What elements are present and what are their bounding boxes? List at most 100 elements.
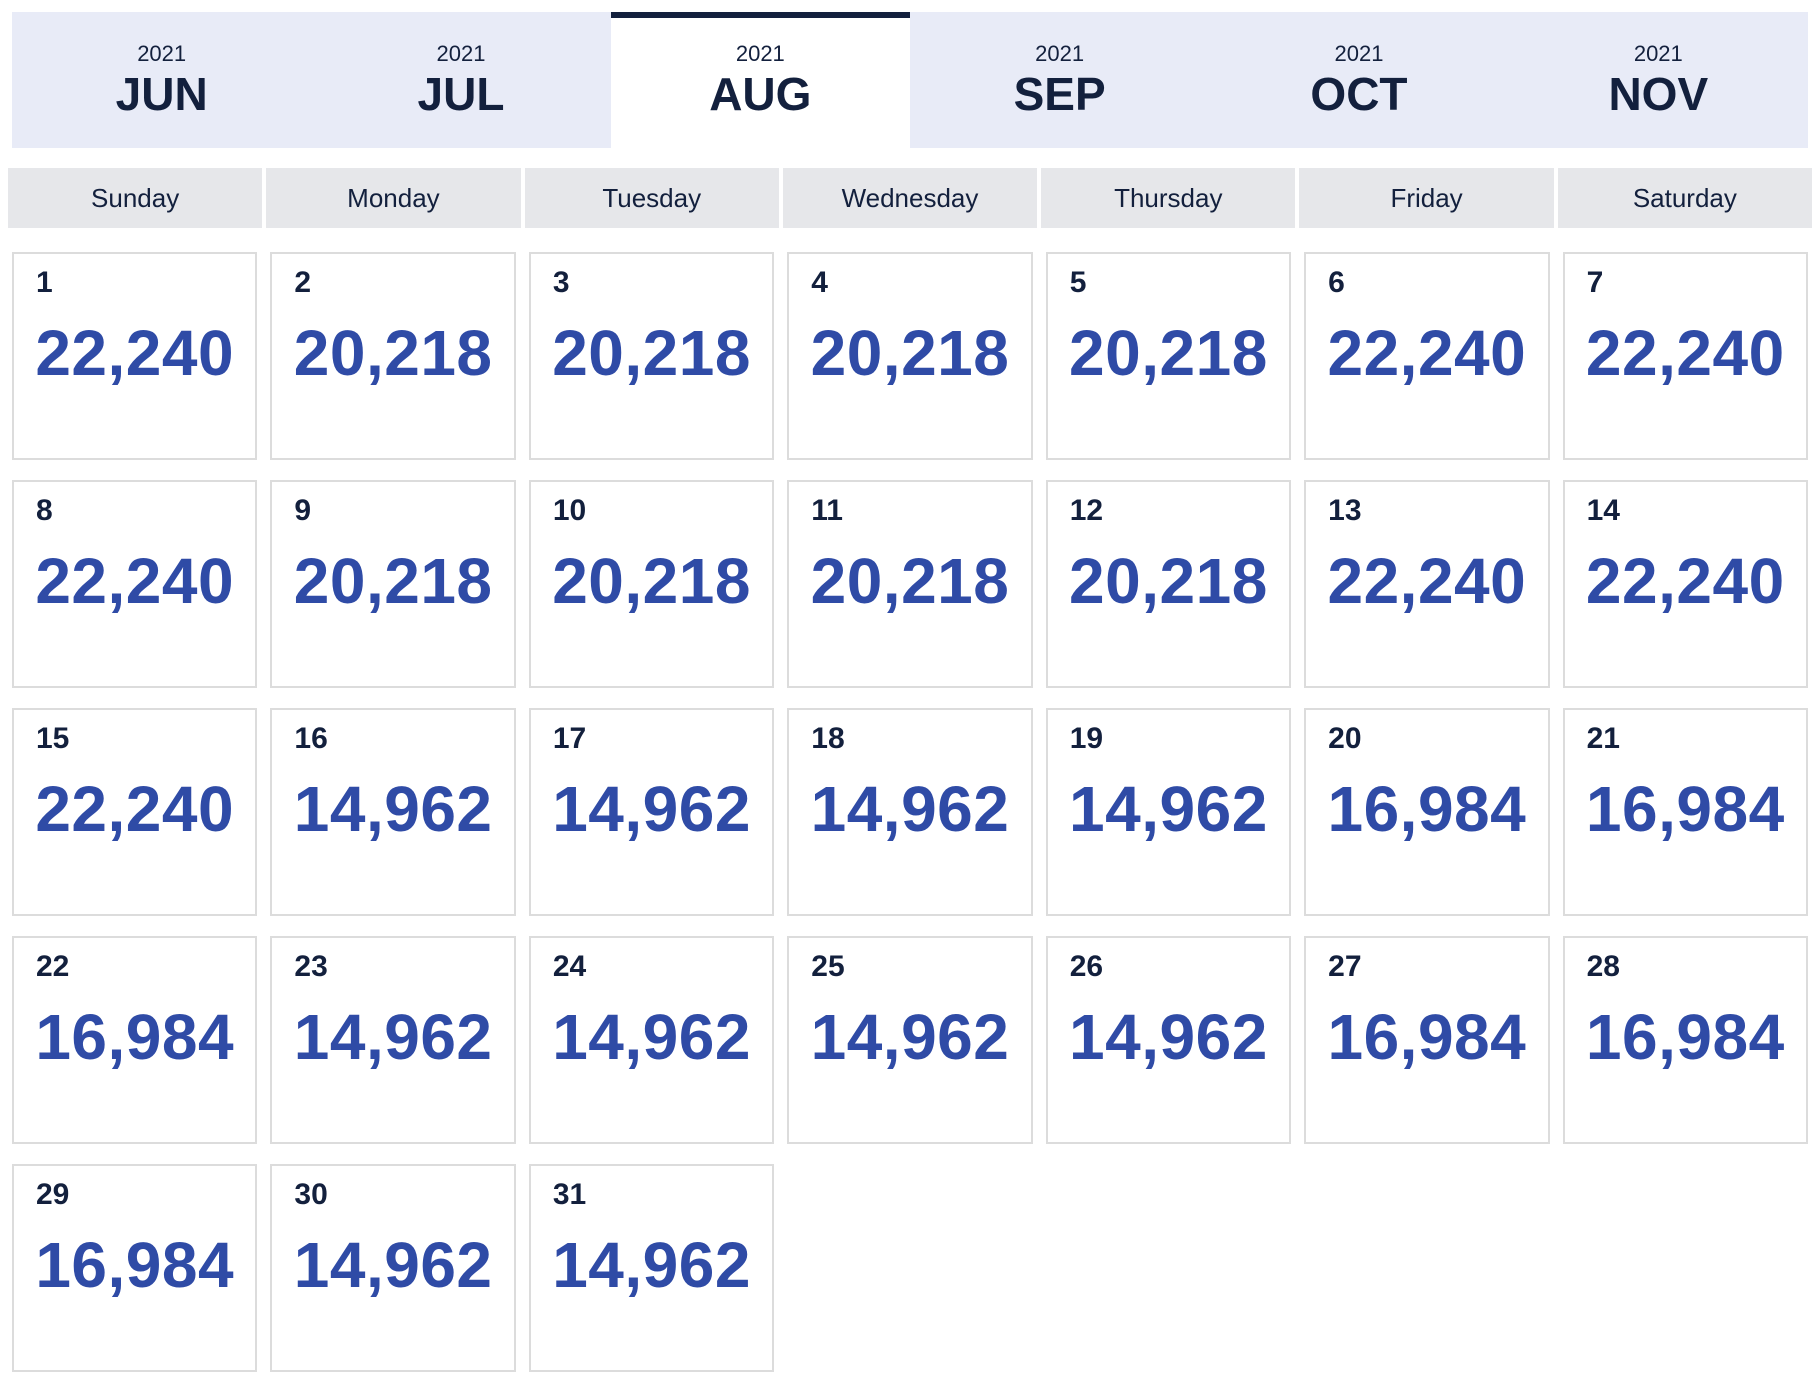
- day-number: 22: [36, 950, 70, 983]
- day-cell[interactable]: 19 14,962: [1045, 708, 1292, 916]
- day-price: 20,218: [293, 317, 493, 389]
- day-cell[interactable]: 4 20,218: [787, 252, 1033, 460]
- day-price: 14,962: [552, 1001, 751, 1073]
- day-number: 12: [1069, 494, 1104, 527]
- weekday-sunday: Sunday: [8, 168, 263, 228]
- day-cell[interactable]: 26 14,962: [1045, 936, 1292, 1144]
- tab-month-label: AUG: [709, 68, 812, 120]
- day-cell[interactable]: 31 14,962: [528, 1164, 775, 1372]
- day-number: 3: [552, 266, 570, 299]
- day-price: 22,240: [35, 317, 235, 389]
- day-cell[interactable]: 12 20,218: [1045, 480, 1292, 688]
- day-number: 14: [1586, 494, 1620, 527]
- day-number: 20: [1328, 722, 1362, 755]
- tab-jul[interactable]: 2021 JUL: [311, 12, 610, 148]
- day-price: 22,240: [35, 773, 235, 845]
- day-price: 14,962: [293, 1229, 493, 1301]
- day-number: 17: [552, 722, 587, 755]
- day-price: 14,962: [810, 773, 1010, 845]
- weekday-tuesday: Tuesday: [524, 168, 779, 228]
- day-cell[interactable]: 3 20,218: [528, 252, 775, 460]
- day-price: 16,984: [1327, 1001, 1527, 1073]
- day-number: 2: [294, 266, 312, 299]
- weekday-monday: Monday: [266, 168, 521, 228]
- tab-year: 2021: [137, 41, 187, 66]
- tab-month-label: OCT: [1310, 68, 1408, 120]
- day-cell[interactable]: 17 14,962: [528, 708, 775, 916]
- tab-nov[interactable]: 2021 NOV: [1509, 12, 1808, 148]
- calendar-grid: 1 22,240 2 20,218 3 20,218 4 20,218 5 20,218 6 22,2…: [12, 252, 1808, 1372]
- day-cell[interactable]: 21 16,984: [1562, 708, 1808, 916]
- tab-aug[interactable]: 2021 AUG: [610, 12, 911, 148]
- tab-year: 2021: [735, 41, 785, 66]
- day-cell[interactable]: 23 14,962: [270, 936, 516, 1144]
- day-price: 14,962: [810, 1001, 1010, 1073]
- tab-sep[interactable]: 2021 SEP: [910, 12, 1209, 148]
- day-price: 20,218: [810, 545, 1010, 617]
- day-cell[interactable]: 9 20,218: [270, 480, 516, 688]
- tab-jun[interactable]: 2021 JUN: [12, 12, 311, 148]
- day-cell[interactable]: 5 20,218: [1045, 252, 1292, 460]
- day-number: 8: [36, 494, 53, 527]
- day-number: 11: [811, 494, 843, 527]
- day-cell[interactable]: 20 16,984: [1304, 708, 1550, 916]
- day-number: 6: [1328, 266, 1345, 299]
- day-price: 20,218: [552, 317, 751, 389]
- tab-oct[interactable]: 2021 OCT: [1209, 12, 1508, 148]
- day-price: 20,218: [1069, 317, 1268, 389]
- day-number: 1: [36, 266, 53, 299]
- day-price: 20,218: [552, 545, 751, 617]
- day-price: 16,984: [1585, 773, 1785, 845]
- day-number: 10: [552, 494, 587, 527]
- day-number: 5: [1069, 266, 1087, 299]
- day-cell[interactable]: 27 16,984: [1304, 936, 1550, 1144]
- day-number: 23: [294, 950, 328, 983]
- day-cell[interactable]: 16 14,962: [270, 708, 516, 916]
- day-cell[interactable]: 25 14,962: [787, 936, 1033, 1144]
- day-cell[interactable]: 29 16,984: [12, 1164, 258, 1372]
- weekday-header: Sunday Monday Tuesday Wednesday Thursday…: [8, 168, 1812, 228]
- day-number: 30: [294, 1178, 328, 1211]
- tab-year: 2021: [1633, 41, 1683, 66]
- day-number: 26: [1069, 950, 1104, 983]
- day-number: 19: [1069, 722, 1104, 755]
- day-price: 16,984: [1585, 1001, 1785, 1073]
- day-cell[interactable]: 28 16,984: [1562, 936, 1808, 1144]
- tab-year: 2021: [436, 41, 486, 66]
- day-cell[interactable]: 8 22,240: [12, 480, 258, 688]
- day-number: 4: [811, 266, 828, 299]
- day-cell[interactable]: 13 22,240: [1304, 480, 1550, 688]
- day-number: 27: [1328, 950, 1362, 983]
- day-cell[interactable]: 18 14,962: [787, 708, 1033, 916]
- weekday-thursday: Thursday: [1041, 168, 1296, 228]
- day-price: 14,962: [552, 773, 751, 845]
- day-cell[interactable]: 14 22,240: [1562, 480, 1808, 688]
- day-number: 13: [1328, 494, 1362, 527]
- day-cell[interactable]: 24 14,962: [528, 936, 775, 1144]
- tab-year: 2021: [1334, 41, 1384, 66]
- day-cell[interactable]: 7 22,240: [1562, 252, 1808, 460]
- tab-month-label: SEP: [1013, 68, 1106, 120]
- day-price: 20,218: [1069, 545, 1268, 617]
- day-cell[interactable]: 6 22,240: [1304, 252, 1550, 460]
- day-price: 14,962: [1069, 773, 1268, 845]
- weekday-wednesday: Wednesday: [782, 168, 1038, 228]
- day-cell[interactable]: 2 20,218: [270, 252, 516, 460]
- day-cell[interactable]: 15 22,240: [12, 708, 258, 916]
- day-price: 22,240: [35, 545, 235, 617]
- day-cell[interactable]: 11 20,218: [787, 480, 1033, 688]
- day-price: 14,962: [293, 1001, 493, 1073]
- day-number: 24: [552, 950, 587, 983]
- day-cell[interactable]: 1 22,240: [12, 252, 258, 460]
- day-cell[interactable]: 30 14,962: [270, 1164, 516, 1372]
- day-price: 20,218: [293, 545, 493, 617]
- tab-month-label: JUN: [115, 68, 208, 120]
- day-price: 22,240: [1327, 317, 1527, 389]
- day-price: 16,984: [1327, 773, 1527, 845]
- day-number: 7: [1586, 266, 1604, 299]
- day-cell[interactable]: 22 16,984: [12, 936, 258, 1144]
- day-cell[interactable]: 10 20,218: [528, 480, 775, 688]
- weekday-saturday: Saturday: [1557, 168, 1812, 228]
- day-price: 20,218: [810, 317, 1010, 389]
- tab-year: 2021: [1035, 41, 1085, 66]
